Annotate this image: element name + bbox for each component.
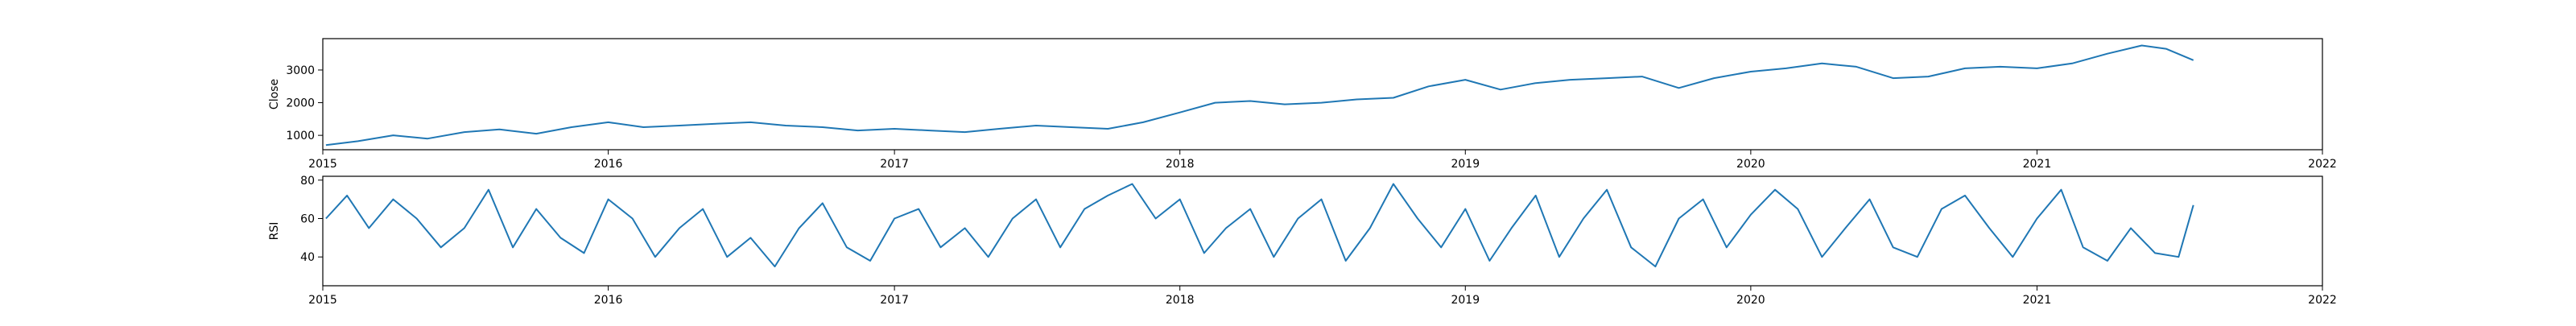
series-line-1-0 bbox=[325, 183, 2194, 268]
plot-frame bbox=[322, 38, 2323, 151]
x-tick-label: 2019 bbox=[1451, 294, 1480, 307]
x-tick-label: 2021 bbox=[2023, 158, 2052, 171]
x-tick-label: 2016 bbox=[594, 158, 623, 171]
x-tick-label: 2015 bbox=[308, 158, 337, 171]
x-tick-label: 2016 bbox=[594, 294, 623, 307]
x-tick-label: 2020 bbox=[1736, 294, 1765, 307]
y-tick-label: 2000 bbox=[286, 97, 315, 110]
x-tick-label: 2017 bbox=[880, 158, 909, 171]
x-tick-label: 2022 bbox=[2308, 294, 2337, 307]
y-tick-label: 1000 bbox=[286, 130, 315, 142]
chart-panel-0: 2015 2016 2017 2018 2019 2020 2021 2022 1000 2000… bbox=[268, 38, 2337, 171]
x-tick-label: 2018 bbox=[1166, 158, 1195, 171]
series-line-0-0 bbox=[325, 44, 2194, 146]
x-tick-label: 2021 bbox=[2023, 294, 2052, 307]
x-tick-label: 2019 bbox=[1451, 158, 1480, 171]
chart-panel-1: 2015 2016 2017 2018 2019 2020 2021 2022 40 60 80 RS… bbox=[268, 175, 2337, 307]
y-tick-label: 3000 bbox=[286, 64, 315, 77]
x-tick-label: 2018 bbox=[1166, 294, 1195, 307]
x-tick-label: 2017 bbox=[880, 294, 909, 307]
x-tick-label: 2020 bbox=[1736, 158, 1765, 171]
y-tick-label: 80 bbox=[300, 175, 315, 188]
x-tick-label: 2015 bbox=[308, 294, 337, 307]
y-tick-label: 60 bbox=[300, 213, 315, 225]
plot-frame bbox=[322, 175, 2323, 287]
y-axis-label: RSI bbox=[268, 222, 281, 241]
y-tick-label: 40 bbox=[300, 251, 315, 264]
y-axis-label: Close bbox=[268, 79, 281, 109]
x-tick-label: 2022 bbox=[2308, 158, 2337, 171]
